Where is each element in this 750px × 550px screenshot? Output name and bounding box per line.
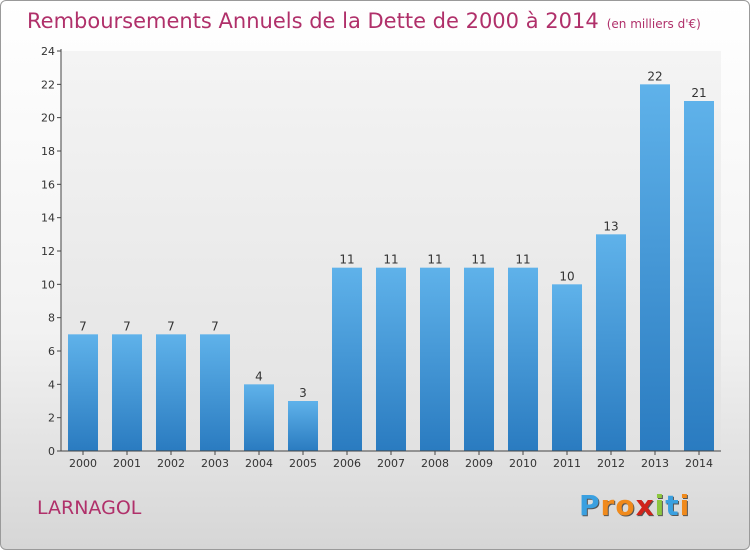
chart-title-block: Remboursements Annuels de la Dette de 20… — [27, 9, 701, 33]
bar-2006 — [332, 267, 362, 451]
bar-2009 — [464, 267, 494, 451]
bar-2003 — [200, 334, 230, 451]
x-tick-label: 2012 — [597, 457, 625, 470]
bar-value-label: 7 — [167, 319, 175, 333]
bar-value-label: 11 — [471, 253, 486, 267]
x-tick-label: 2009 — [465, 457, 493, 470]
bar-value-label: 11 — [515, 253, 530, 267]
logo-letter: i — [679, 489, 691, 522]
x-tick-label: 2010 — [509, 457, 537, 470]
x-tick-label: 2004 — [245, 457, 273, 470]
y-tick-label: 4 — [48, 378, 55, 391]
logo-letter: x — [635, 489, 655, 522]
bar-value-label: 11 — [339, 253, 354, 267]
x-tick-label: 2007 — [377, 457, 405, 470]
y-tick-label: 22 — [41, 78, 55, 91]
bar-2000 — [68, 334, 98, 451]
commune-name: LARNAGOL — [37, 497, 142, 519]
bar-2014 — [684, 101, 714, 451]
bar-2001 — [112, 334, 142, 451]
logo-letter: P — [579, 489, 601, 522]
bars: 7 7 7 7 4 3 11 11 11 11 11 10 13 22 21 — [68, 69, 714, 451]
bar-2008 — [420, 267, 450, 451]
y-tick-label: 8 — [48, 312, 55, 325]
bar-value-label: 4 — [255, 369, 263, 383]
x-tick-label: 2005 — [289, 457, 317, 470]
chart-title: Remboursements Annuels de la Dette de 20… — [27, 9, 599, 33]
x-tick-label: 2013 — [641, 457, 669, 470]
chart-subtitle: (en milliers d'€) — [606, 17, 701, 31]
bar-value-label: 7 — [211, 319, 219, 333]
logo-letter: t — [665, 489, 680, 522]
x-tick-label: 2008 — [421, 457, 449, 470]
bar-value-label: 10 — [559, 269, 574, 283]
x-tick-label: 2000 — [69, 457, 97, 470]
y-tick-label: 24 — [41, 45, 55, 58]
x-tick-label: 2014 — [685, 457, 713, 470]
y-tick-label: 18 — [41, 145, 55, 158]
bar-value-label: 11 — [427, 253, 442, 267]
bar-value-label: 7 — [123, 319, 131, 333]
x-tick-label: 2002 — [157, 457, 185, 470]
bar-value-label: 3 — [299, 386, 307, 400]
bar-value-label: 7 — [79, 319, 87, 333]
bar-value-label: 21 — [691, 86, 706, 100]
bar-2012 — [596, 234, 626, 451]
y-tick-label: 20 — [41, 112, 55, 125]
x-tick-label: 2001 — [113, 457, 141, 470]
logo-letter: i — [654, 489, 666, 522]
bar-value-label: 22 — [647, 69, 662, 83]
bar-2013 — [640, 84, 670, 451]
y-tick-label: 2 — [48, 412, 55, 425]
x-tick-label: 2003 — [201, 457, 229, 470]
y-tick-label: 6 — [48, 345, 55, 358]
bar-2010 — [508, 267, 538, 451]
x-tick-label: 2011 — [553, 457, 581, 470]
bar-2002 — [156, 334, 186, 451]
bar-value-label: 13 — [603, 219, 618, 233]
bar-2004 — [244, 384, 274, 451]
y-tick-label: 10 — [41, 278, 55, 291]
bar-value-label: 11 — [383, 253, 398, 267]
y-tick-label: 14 — [41, 212, 55, 225]
logo-letter: r — [600, 489, 616, 522]
y-tick-label: 12 — [41, 245, 55, 258]
y-tick-label: 0 — [48, 445, 55, 458]
logo-letter: o — [615, 489, 636, 522]
proxiti-logo: Proxiti — [579, 489, 690, 522]
bar-2011 — [552, 284, 582, 451]
x-axis: 2000 2001 2002 2003 2004 2005 2006 2007 2008 2009… — [61, 450, 721, 470]
y-tick-label: 16 — [41, 178, 55, 191]
bar-2005 — [288, 401, 318, 451]
bar-2007 — [376, 267, 406, 451]
x-tick-label: 2006 — [333, 457, 361, 470]
